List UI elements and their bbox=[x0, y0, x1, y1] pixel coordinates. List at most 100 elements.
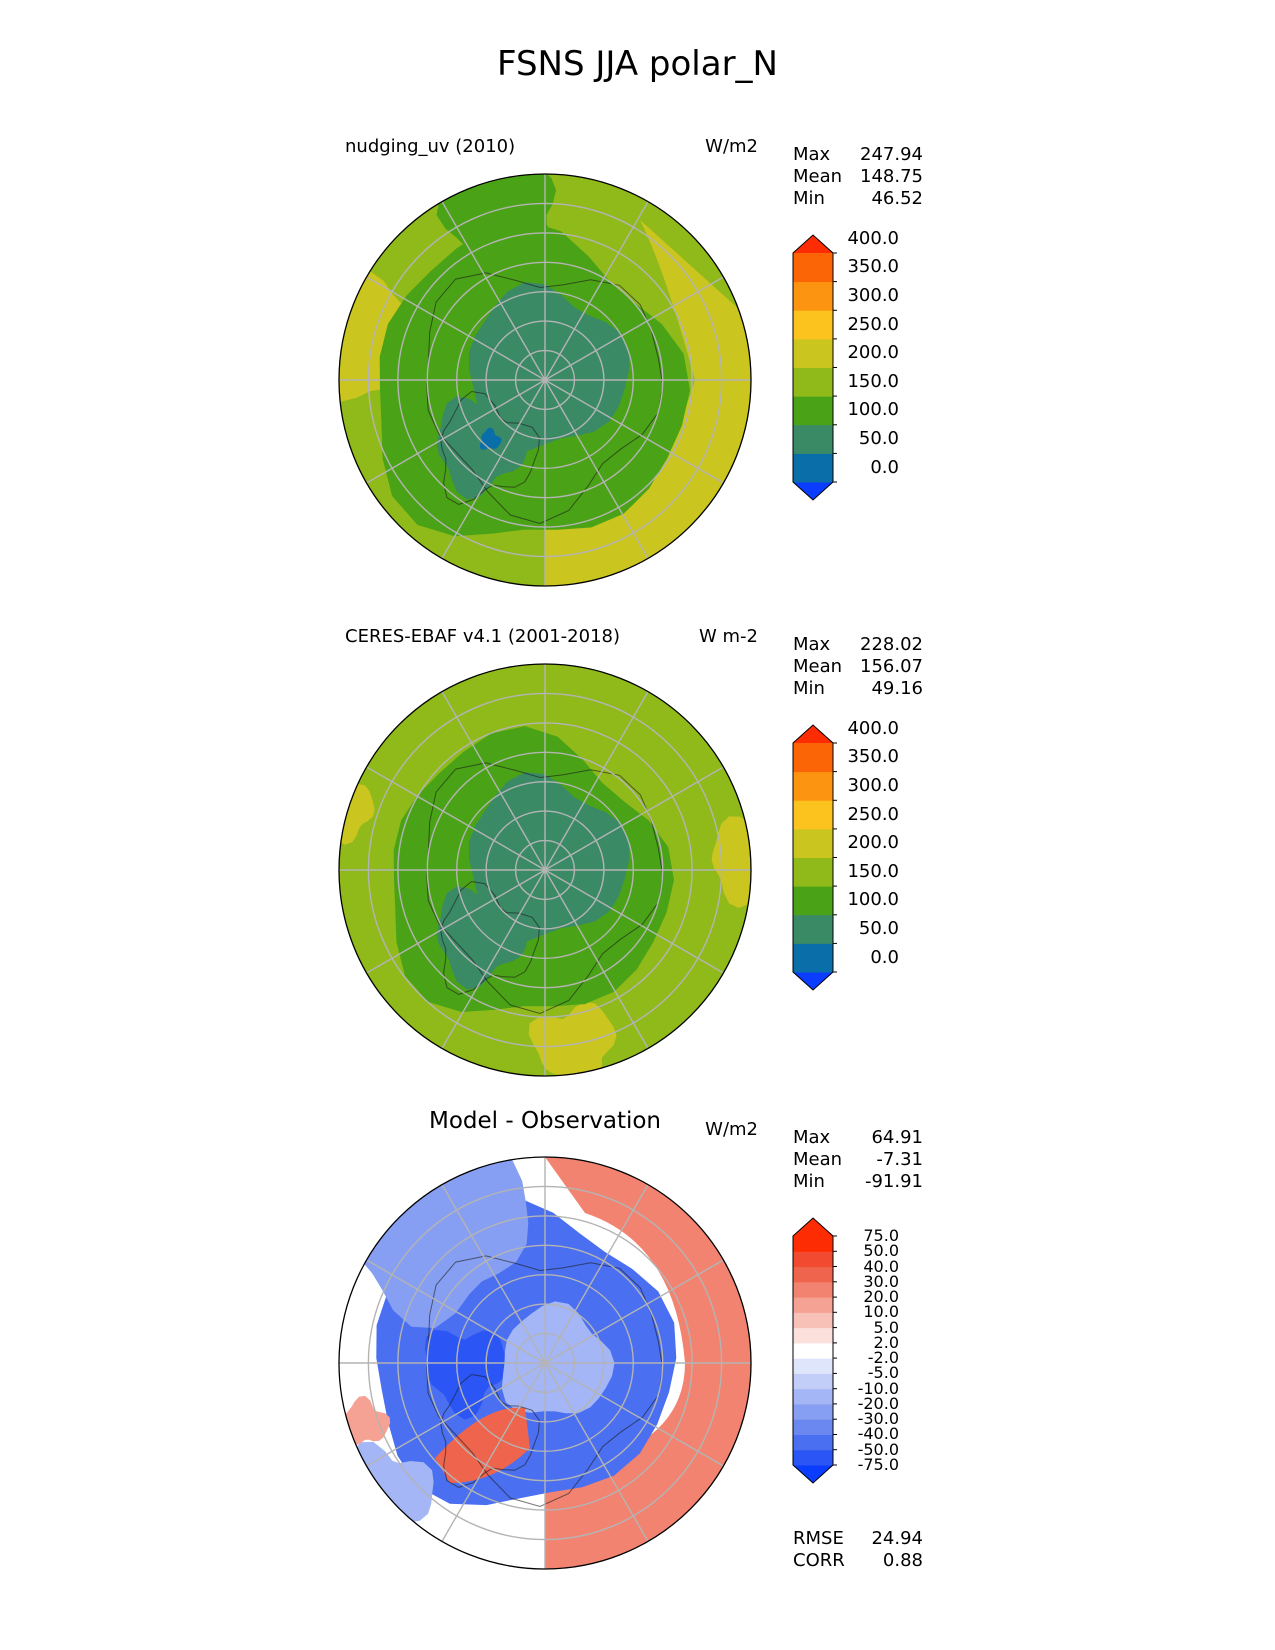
coastline bbox=[426, 762, 664, 1015]
meridian-line bbox=[366, 1362, 546, 1467]
colorbar-bin bbox=[793, 453, 833, 483]
colorbar-tick-label: 100.0 bbox=[847, 399, 899, 421]
colorbar-bin bbox=[793, 338, 833, 368]
colorbar-bin bbox=[793, 1297, 833, 1313]
field-region bbox=[501, 1301, 615, 1414]
stats-block: Max 247.94 Mean 148.75 Min 46.52 bbox=[793, 144, 923, 210]
latitude-circle bbox=[367, 1185, 723, 1541]
meridian-line bbox=[544, 691, 649, 871]
field-region bbox=[339, 783, 375, 845]
meridian-line bbox=[544, 869, 649, 1049]
colorbar-tick-label: 10.0 bbox=[863, 1302, 899, 1322]
colorbar-tick-label: -20.0 bbox=[857, 1393, 899, 1413]
field-region bbox=[711, 816, 751, 908]
colorbar-tick-label: 50.0 bbox=[858, 428, 899, 450]
field-background bbox=[339, 664, 751, 1076]
stat-value: 247.94 bbox=[860, 144, 923, 165]
colorbar-tick-label: 250.0 bbox=[847, 803, 899, 825]
stat-value: 64.91 bbox=[871, 1127, 923, 1148]
field-background bbox=[339, 174, 751, 586]
colorbar-bin bbox=[793, 828, 833, 858]
colorbar-tick-label: 150.0 bbox=[847, 860, 899, 882]
stat-row: Mean 156.07 bbox=[793, 656, 923, 678]
meridian-line bbox=[544, 869, 724, 974]
latitude-circle bbox=[367, 202, 723, 558]
colorbar-bin bbox=[793, 1236, 833, 1252]
field-region bbox=[379, 219, 690, 537]
field-region bbox=[545, 1157, 751, 1569]
stat-row: Min 46.52 bbox=[793, 188, 923, 210]
colorbar-bin bbox=[793, 1281, 833, 1298]
field-region bbox=[480, 427, 502, 450]
meridian-line bbox=[366, 379, 546, 484]
field-region bbox=[436, 174, 558, 273]
colorbar-bin bbox=[793, 914, 833, 944]
latitude-circle bbox=[456, 781, 635, 960]
colorbar-tick-label: 250.0 bbox=[847, 313, 899, 335]
colorbar-bin bbox=[793, 743, 833, 773]
coastline bbox=[426, 272, 664, 525]
colorbar-bin bbox=[793, 1434, 833, 1451]
colorbar-tick-label: -2.0 bbox=[867, 1348, 899, 1368]
stat-value: -91.91 bbox=[864, 1171, 923, 1192]
stat-label: Mean bbox=[793, 1149, 843, 1170]
stat-label: Mean bbox=[793, 166, 843, 187]
stat-label: Min bbox=[793, 678, 825, 699]
coastline bbox=[426, 1255, 664, 1508]
meridian-line bbox=[544, 379, 724, 484]
panel-title: Model - Observation bbox=[428, 1108, 662, 1134]
meridian-line bbox=[544, 1362, 649, 1542]
colorbar-tick-label: -50.0 bbox=[857, 1439, 899, 1459]
colorbar-tick-label: 0.0 bbox=[870, 946, 899, 968]
meridian-line bbox=[366, 1259, 546, 1364]
colorbar-tick-label: -30.0 bbox=[857, 1409, 899, 1429]
meridian-line bbox=[441, 869, 546, 1049]
field-region bbox=[545, 220, 751, 586]
units-label: W/m2 bbox=[705, 1119, 758, 1140]
stat-label: Max bbox=[793, 634, 831, 655]
meridian-line bbox=[366, 869, 546, 974]
colorbar-bin bbox=[793, 1312, 833, 1329]
latitude-circle bbox=[426, 1244, 664, 1482]
colorbar-extend-min bbox=[793, 482, 833, 500]
colorbar-bin bbox=[793, 310, 833, 340]
stats-block: Max 228.02 Mean 156.07 Min 49.16 bbox=[793, 634, 923, 700]
colorbar-tick-label: 50.0 bbox=[863, 1241, 899, 1261]
colorbar-tick-label: -10.0 bbox=[857, 1378, 899, 1398]
stat-value: 148.75 bbox=[860, 166, 923, 187]
colorbar-bin bbox=[793, 253, 833, 283]
latitude-circle bbox=[456, 291, 635, 470]
meridian-line bbox=[544, 1259, 724, 1364]
meridian-line bbox=[366, 276, 546, 381]
colorbar-bin bbox=[793, 857, 833, 887]
colorbar-bin bbox=[793, 1251, 833, 1268]
colorbar-tick-label: 40.0 bbox=[863, 1256, 899, 1276]
field-region bbox=[436, 396, 527, 500]
field-region bbox=[342, 1441, 434, 1549]
meridian-line bbox=[441, 379, 546, 559]
stat-label: Min bbox=[793, 1171, 825, 1192]
colorbar-extend-max bbox=[793, 235, 833, 253]
colorbar-tick-label: 100.0 bbox=[847, 889, 899, 911]
colorbar-outline bbox=[792, 1217, 834, 1484]
latitude-circle bbox=[397, 1215, 693, 1511]
latitude-circle bbox=[456, 1273, 635, 1452]
stat-label: Mean bbox=[793, 656, 843, 677]
map-border bbox=[338, 1156, 752, 1570]
stats-block: Max 64.91 Mean -7.31 Min -91.91 bbox=[793, 1127, 923, 1193]
colorbar-tick-label: 300.0 bbox=[847, 284, 899, 306]
coastline bbox=[440, 1373, 540, 1488]
colorbar-tick-label: 400.0 bbox=[847, 227, 899, 249]
meridian-line bbox=[441, 201, 546, 381]
latitude-circle bbox=[485, 320, 605, 440]
colorbar-bin bbox=[793, 1342, 833, 1359]
latitude-circle bbox=[426, 261, 664, 499]
map-border bbox=[338, 663, 752, 1077]
colorbar-extend-min bbox=[793, 1465, 833, 1483]
figure-title: FSNS JJA polar_N bbox=[497, 44, 778, 84]
latitude-circle bbox=[397, 232, 693, 528]
metric-value: 0.88 bbox=[882, 1550, 923, 1571]
colorbar-tick-label: 30.0 bbox=[863, 1271, 899, 1291]
units-label: W m-2 bbox=[698, 626, 758, 647]
